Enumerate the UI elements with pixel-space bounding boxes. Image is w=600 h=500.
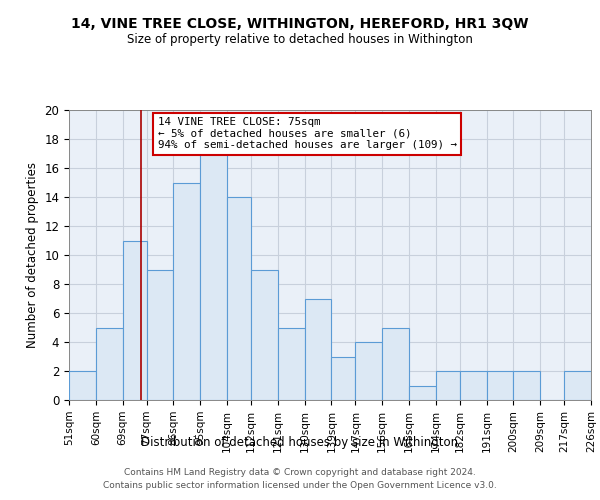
- Text: Contains public sector information licensed under the Open Government Licence v3: Contains public sector information licen…: [103, 482, 497, 490]
- Bar: [460, 371, 487, 400]
- Text: Size of property relative to detached houses in Withington: Size of property relative to detached ho…: [127, 32, 473, 46]
- Bar: [173, 182, 200, 400]
- Text: 14, VINE TREE CLOSE, WITHINGTON, HEREFORD, HR1 3QW: 14, VINE TREE CLOSE, WITHINGTON, HEREFOR…: [71, 18, 529, 32]
- Bar: [69, 371, 96, 400]
- Bar: [122, 240, 146, 400]
- Bar: [200, 154, 227, 400]
- Bar: [382, 328, 409, 400]
- Bar: [409, 386, 436, 400]
- Bar: [96, 328, 122, 400]
- Y-axis label: Number of detached properties: Number of detached properties: [26, 162, 39, 348]
- Text: Distribution of detached houses by size in Withington: Distribution of detached houses by size …: [142, 436, 458, 449]
- Bar: [251, 270, 278, 400]
- Text: 14 VINE TREE CLOSE: 75sqm
← 5% of detached houses are smaller (6)
94% of semi-de: 14 VINE TREE CLOSE: 75sqm ← 5% of detach…: [158, 117, 457, 150]
- Bar: [305, 298, 331, 400]
- Bar: [487, 371, 514, 400]
- Bar: [227, 197, 251, 400]
- Bar: [278, 328, 305, 400]
- Bar: [564, 371, 591, 400]
- Bar: [436, 371, 460, 400]
- Bar: [355, 342, 382, 400]
- Bar: [146, 270, 173, 400]
- Bar: [331, 356, 355, 400]
- Text: Contains HM Land Registry data © Crown copyright and database right 2024.: Contains HM Land Registry data © Crown c…: [124, 468, 476, 477]
- Bar: [514, 371, 540, 400]
